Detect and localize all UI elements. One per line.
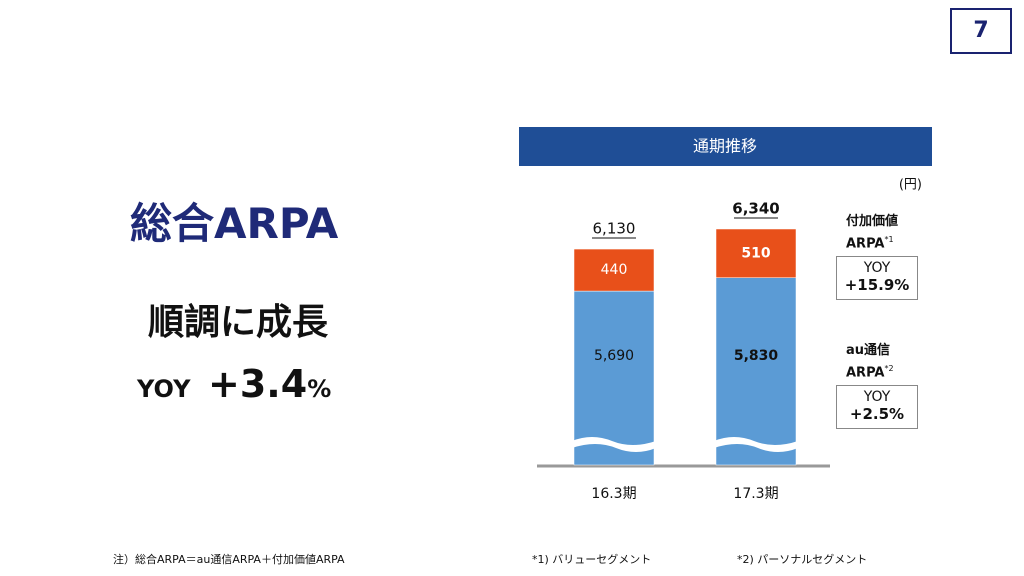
total-label: 6,130 — [593, 220, 636, 238]
legend-note: *2 — [884, 364, 894, 373]
x-tick-label: 16.3期 — [591, 486, 636, 502]
chart-header — [519, 127, 932, 166]
legend-entry: 付加価値ARPA*1 — [846, 213, 912, 253]
yoy-label: YOY — [863, 389, 891, 405]
page-number: 7 — [973, 18, 989, 43]
footnote: *1) バリューセグメント — [532, 553, 652, 566]
yoy-box: YOY +15.9% — [836, 256, 918, 300]
yoy-total: YOY +3.4% — [137, 362, 331, 406]
headline: 総合ARPA — [130, 199, 339, 248]
yoy-unit: % — [307, 375, 332, 403]
legend-label: au通信ARPA — [846, 343, 891, 381]
chart-title: 通期推移 — [693, 137, 757, 156]
legend-label: 付加価値ARPA — [846, 214, 899, 252]
unit-label: (円) — [899, 178, 922, 193]
yoy-label: YOY — [863, 260, 891, 276]
value-label: 440 — [601, 262, 628, 278]
yoy-value: +15.9% — [844, 276, 910, 294]
bar-segment — [715, 228, 797, 278]
value-label: 5,830 — [734, 348, 779, 364]
legend-entry: au通信ARPA*2 — [846, 342, 912, 382]
axis-break — [714, 437, 798, 452]
bar-segment — [715, 277, 797, 466]
yoy-value: +2.5% — [849, 405, 905, 423]
footnote: 注）総合ARPA＝au通信ARPA＋付加価値ARPA — [113, 553, 345, 566]
value-label: 510 — [741, 245, 770, 261]
subheadline: 順調に成長 — [148, 302, 329, 343]
page-number-box: 7 — [950, 8, 1012, 54]
footnote: *2) パーソナルセグメント — [737, 553, 868, 566]
legend-note: *1 — [884, 235, 894, 244]
bar-segment — [573, 290, 655, 466]
yoy-box: YOY +2.5% — [836, 385, 918, 429]
value-label: 5,690 — [594, 348, 634, 364]
yoy-prefix: YOY — [137, 375, 191, 403]
total-label: 6,340 — [732, 200, 779, 218]
axis-break — [572, 437, 656, 452]
x-tick-label: 17.3期 — [733, 486, 778, 502]
yoy-value: +3.4 — [208, 362, 308, 406]
bar-segment — [573, 248, 655, 292]
